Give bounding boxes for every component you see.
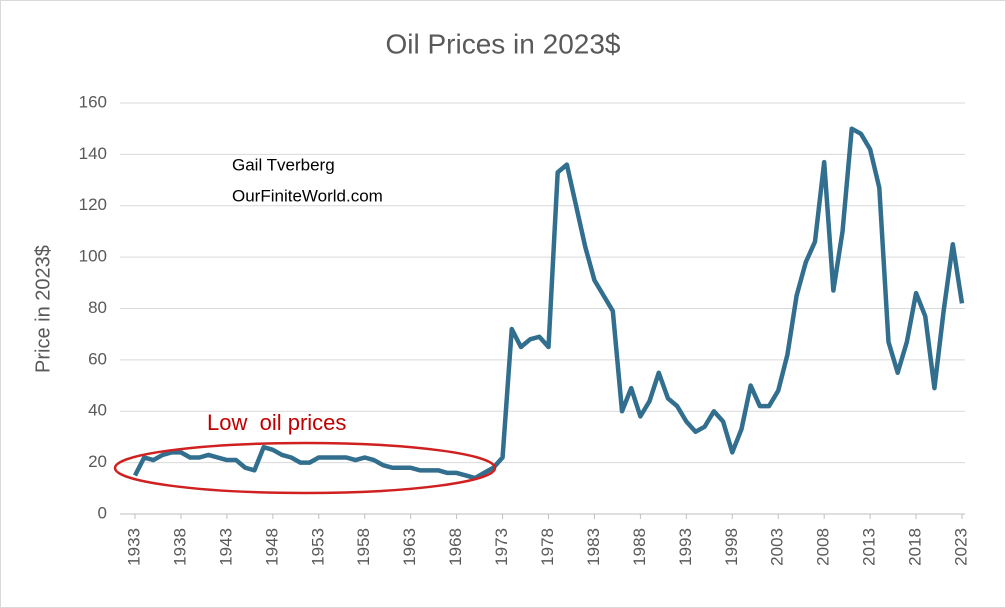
y-tick-label: 20	[88, 452, 107, 471]
x-tick-label: 2008	[814, 528, 833, 566]
annotation: Gail Tverberg	[232, 155, 335, 174]
highlight-ellipse	[113, 441, 497, 495]
chart-title: Oil Prices in 2023$	[385, 28, 620, 59]
y-tick-label: 60	[88, 349, 107, 368]
x-tick-label: 1938	[170, 528, 189, 566]
x-tick-label: 2018	[906, 528, 925, 566]
y-axis-label: Price in 2023$	[32, 245, 54, 373]
y-tick-label: 120	[79, 195, 107, 214]
x-tick-label: 2013	[860, 528, 879, 566]
x-tick-label: 1968	[446, 528, 465, 566]
x-tick-label: 1993	[676, 528, 695, 566]
x-tick-label: 1958	[354, 528, 373, 566]
y-tick-label: 0	[98, 503, 107, 522]
x-tick-label: 1948	[262, 528, 281, 566]
x-tick-label: 1943	[216, 528, 235, 566]
x-tick-label: 1953	[308, 528, 327, 566]
y-tick-label: 140	[79, 144, 107, 163]
y-tick-label: 40	[88, 401, 107, 420]
x-tick-label: 1933	[124, 528, 143, 566]
x-tick-label: 1998	[722, 528, 741, 566]
y-tick-label: 80	[88, 298, 107, 317]
x-tick-label: 1978	[538, 528, 557, 566]
x-tick-label: 1988	[630, 528, 649, 566]
y-tick-label: 160	[79, 92, 107, 111]
x-tick-label: 2003	[768, 528, 787, 566]
annotation: OurFiniteWorld.com	[232, 186, 383, 205]
x-tick-label: 1973	[492, 528, 511, 566]
annotation: Low oil prices	[207, 410, 346, 435]
y-tick-label: 100	[79, 247, 107, 266]
x-tick-label: 1963	[400, 528, 419, 566]
x-tick-label: 1983	[584, 528, 603, 566]
x-tick-label: 2023	[951, 528, 970, 566]
data-line	[132, 126, 965, 481]
